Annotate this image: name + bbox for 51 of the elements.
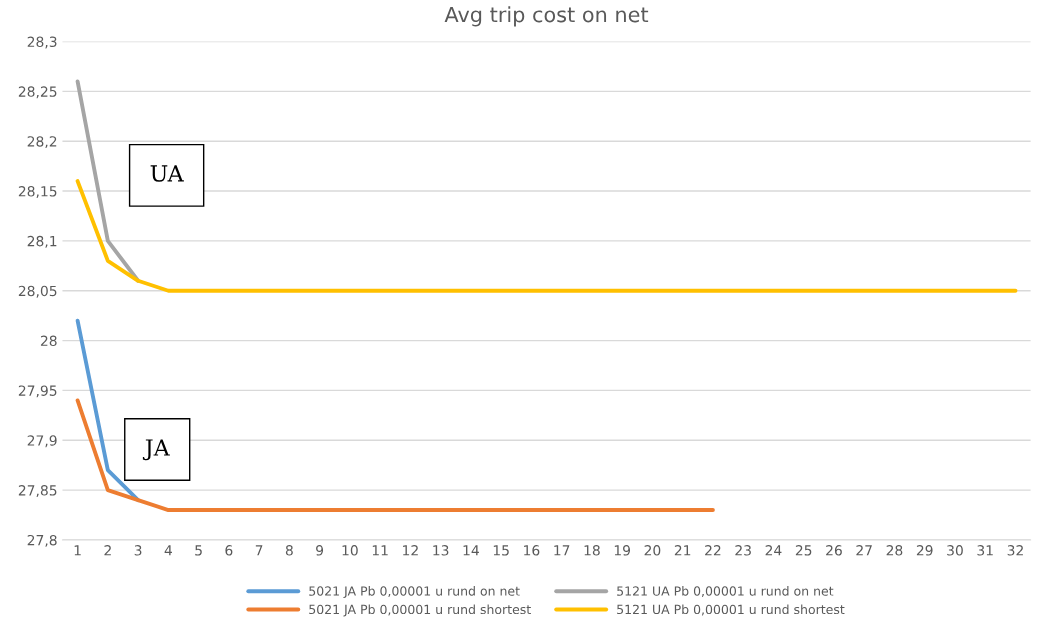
x-tick-label: 4 bbox=[164, 545, 172, 556]
x-tick-label: 6 bbox=[225, 545, 233, 556]
y-tick-label: 27,9 bbox=[27, 435, 57, 448]
y-tick-label: 27,8 bbox=[27, 534, 57, 547]
x-tick-label: 2 bbox=[104, 545, 111, 556]
x-tick-label: 30 bbox=[947, 545, 963, 556]
annotation: JA bbox=[142, 439, 170, 461]
x-tick-label: 3 bbox=[134, 545, 142, 556]
x-tick-label: 27 bbox=[856, 545, 872, 556]
x-tick-label: 9 bbox=[316, 545, 324, 556]
x-tick-label: 19 bbox=[614, 545, 631, 556]
x-tick-label: 16 bbox=[524, 545, 540, 556]
y-tick-label: 28 bbox=[40, 335, 57, 347]
legend-label: 5121 UA Pb 0,00001 u rund on net bbox=[617, 586, 834, 598]
x-tick-label: 32 bbox=[1007, 545, 1023, 556]
x-tick-label: 17 bbox=[554, 545, 570, 556]
x-tick-label: 12 bbox=[403, 545, 418, 556]
x-tick-label: 15 bbox=[493, 545, 509, 556]
x-tick-label: 26 bbox=[826, 545, 842, 556]
x-tick-label: 29 bbox=[916, 545, 933, 556]
y-tick-label: 28,2 bbox=[27, 136, 57, 149]
y-tick-label: 27,95 bbox=[18, 385, 57, 398]
y-tick-label: 28,05 bbox=[18, 285, 57, 298]
x-tick-label: 18 bbox=[584, 545, 600, 556]
y-tick-label: 27,85 bbox=[18, 485, 57, 497]
legend-label: 5021 JA Pb 0,00001 u rund shortest bbox=[309, 604, 531, 617]
x-tick-label: 10 bbox=[342, 545, 358, 556]
x-tick-label: 7 bbox=[255, 545, 263, 556]
chart-title: Avg trip cost on net bbox=[444, 6, 649, 27]
x-tick-label: 14 bbox=[463, 545, 479, 556]
x-tick-label: 8 bbox=[285, 545, 293, 556]
legend-label: 5121 UA Pb 0,00001 u rund shortest bbox=[617, 604, 845, 616]
y-tick-label: 28,15 bbox=[18, 186, 57, 198]
annotation: UA bbox=[150, 165, 184, 182]
y-tick-label: 28,25 bbox=[18, 86, 57, 99]
x-tick-label: 13 bbox=[433, 545, 449, 556]
x-tick-label: 21 bbox=[674, 545, 691, 556]
x-tick-label: 20 bbox=[644, 545, 661, 556]
line-series bbox=[75, 398, 715, 512]
x-tick-label: 23 bbox=[735, 545, 751, 556]
x-tick-label: 1 bbox=[74, 545, 81, 556]
x-tick-label: 11 bbox=[372, 545, 388, 556]
x-tick-label: 31 bbox=[977, 545, 993, 556]
x-tick-label: 28 bbox=[886, 545, 903, 556]
x-tick-label: 5 bbox=[195, 545, 202, 556]
x-tick-label: 25 bbox=[795, 545, 812, 556]
legend-label: 5021 JA Pb 0,00001 u rund on net bbox=[309, 586, 520, 599]
x-tick-label: 24 bbox=[765, 545, 782, 556]
y-tick-label: 28,3 bbox=[27, 36, 57, 49]
y-tick-label: 28,1 bbox=[27, 235, 57, 248]
x-tick-label: 22 bbox=[705, 545, 721, 556]
